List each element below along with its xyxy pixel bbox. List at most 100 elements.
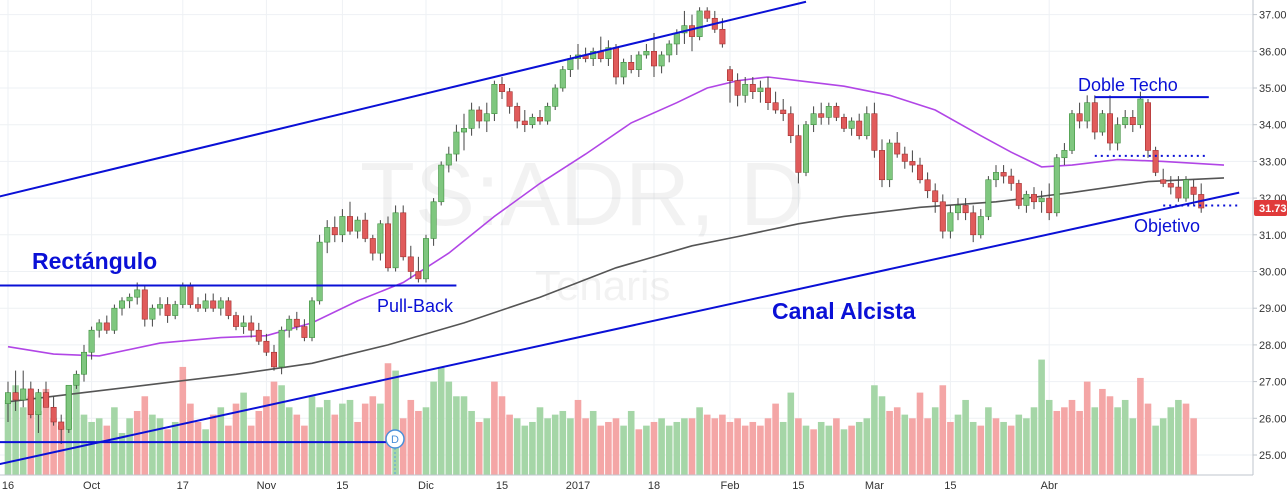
candle-body [529,117,536,126]
volume-bar [886,410,893,475]
candle-body [172,304,179,316]
volume-bar [650,421,658,475]
candle-body [818,113,825,118]
candle-body [1008,175,1015,184]
candle-body [742,84,749,96]
volume-bar [893,407,901,475]
volume-bar [27,396,35,475]
candle-body [240,322,247,327]
candle-body [871,113,878,151]
candle-body [119,300,126,309]
candle-body [1069,113,1076,151]
volume-bar [1038,359,1045,475]
event-marker-circle[interactable] [385,429,405,449]
candle-body [81,351,88,375]
volume-bar [635,429,643,475]
candle-body [65,384,72,430]
candle-body [719,28,726,45]
volume-bar [247,425,255,475]
volume-bar [453,396,460,475]
volume-bar [88,421,95,475]
event-marker[interactable]: D [385,429,405,475]
candle-body [1175,186,1182,199]
candle-body [134,289,141,298]
volume-bar [947,421,954,475]
volume-bar [491,381,498,475]
volume-bar [916,392,924,475]
volume-bar [741,425,749,475]
volume-bar [871,385,878,475]
volume-bar [612,418,620,475]
candle-body [947,212,954,232]
volume-bar [194,421,202,475]
candle-body [1137,98,1144,126]
volume-bar [757,425,764,475]
candle-body [749,84,756,92]
candle-body [628,62,635,70]
candle-body [970,212,977,236]
candle-body [255,329,262,342]
volume-bar [301,425,308,475]
price-tick-label: 35.00 [1259,83,1287,95]
candle-body [1122,117,1129,126]
price-axis[interactable]: 25.0026.0027.0028.0029.0030.0031.0032.00… [1252,0,1288,493]
volume-bar [513,418,521,475]
candle-body [103,322,110,331]
candle-body [483,113,490,122]
volume-bar [179,366,187,475]
volume-bar [703,414,711,475]
volume-bar [111,407,118,475]
candle-body [734,80,741,96]
volume-bar [772,403,779,475]
candle-body [58,421,65,430]
volume-bar [483,418,491,475]
candle-body [521,120,528,125]
candle-body [863,113,870,137]
candle-body [939,201,946,232]
candle-body [369,238,376,254]
volume-bar [1175,399,1182,475]
candle-body [704,10,711,19]
volume-bar [187,403,194,475]
candle-body [468,109,475,129]
candle-body [1129,117,1136,126]
volume-bar [240,392,247,475]
volume-bar [141,396,149,475]
volume-bar [361,403,369,475]
time-tick-label: 15 [496,480,508,492]
candle-body [50,406,57,423]
volume-bar [551,414,559,475]
volume-bar [1167,407,1175,475]
candle-body [650,50,657,67]
volume-bar [415,410,422,475]
candle-body [688,25,695,37]
watermark: TS:ADR, D Tenaris [360,145,805,309]
time-axis[interactable]: 16 Oct 17 Nov 15 Dic 15 2017 18 Feb 15 Mar 15 Abr [0,474,1288,493]
volume-bar [931,407,939,475]
volume-bar [437,366,445,475]
volume-bar [4,399,12,475]
candle-body [20,388,27,401]
volume-bar [643,425,650,475]
volume-bar [825,425,833,475]
volume-bar [1045,399,1053,475]
volume-bar [1007,425,1015,475]
volume-bar [316,407,323,475]
volume-bar [50,418,57,475]
volume-bar [605,421,612,475]
volume-bar [1023,418,1030,475]
candle-body [567,58,574,70]
volume-bar [149,414,156,475]
candle-body [992,172,999,181]
volume-bar [103,425,111,475]
time-tick-label: Dic [418,480,434,492]
volume-bar [422,407,430,475]
price-tick-label: 26.00 [1259,413,1287,425]
volume-bar [939,385,947,475]
time-tick-label: Abr [1041,480,1058,492]
candle-body [377,223,384,254]
volume-bar [445,381,453,475]
objetivo-label: Objetivo [1134,216,1200,236]
volume-bar [73,374,80,475]
